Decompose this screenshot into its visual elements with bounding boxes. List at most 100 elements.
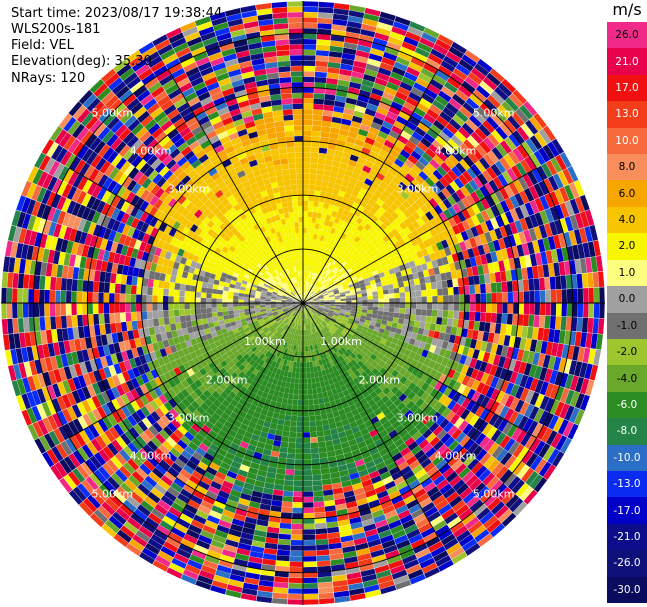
velocity-gate xyxy=(281,335,286,342)
velocity-gate xyxy=(316,544,329,551)
velocity-gate xyxy=(265,304,271,307)
velocity-gate xyxy=(319,235,325,242)
velocity-gate xyxy=(172,376,181,386)
velocity-gate xyxy=(334,363,341,371)
velocity-gate xyxy=(262,326,269,332)
velocity-gate xyxy=(430,48,446,60)
velocity-gate xyxy=(87,411,98,425)
velocity-gate xyxy=(234,316,241,322)
velocity-gate xyxy=(347,467,358,475)
velocity-gate xyxy=(356,100,368,108)
velocity-gate xyxy=(540,251,548,265)
velocity-gate xyxy=(444,247,452,257)
velocity-gate xyxy=(372,350,380,357)
velocity-gate xyxy=(378,294,384,299)
velocity-gate xyxy=(397,402,406,411)
velocity-gate xyxy=(243,381,251,389)
velocity-gate xyxy=(326,445,335,452)
velocity-gate xyxy=(355,261,362,268)
velocity-gate xyxy=(311,309,316,314)
velocity-gate xyxy=(167,486,180,498)
velocity-gate xyxy=(279,522,292,529)
velocity-gate xyxy=(435,180,446,191)
velocity-gate xyxy=(329,304,336,307)
velocity-gate xyxy=(325,510,337,518)
velocity-gate xyxy=(235,415,245,423)
velocity-gate xyxy=(197,324,204,331)
velocity-gate xyxy=(265,438,274,446)
velocity-gate xyxy=(306,233,311,239)
velocity-gate xyxy=(386,81,400,91)
velocity-gate xyxy=(343,316,350,321)
velocity-gate xyxy=(345,500,358,509)
velocity-gate xyxy=(111,398,121,411)
velocity-gate xyxy=(102,462,115,476)
velocity-gate xyxy=(61,328,69,341)
velocity-gate xyxy=(373,190,382,199)
velocity-gate xyxy=(375,198,385,207)
velocity-gate xyxy=(402,125,415,136)
velocity-gate xyxy=(358,469,369,478)
velocity-gate xyxy=(364,360,372,368)
velocity-gate xyxy=(27,424,39,440)
velocity-gate xyxy=(286,319,291,325)
velocity-gate xyxy=(232,407,241,415)
velocity-gate xyxy=(113,533,129,548)
velocity-gate xyxy=(312,296,319,300)
velocity-gate xyxy=(482,423,493,436)
velocity-gate xyxy=(585,379,595,396)
velocity-gate xyxy=(119,465,132,479)
velocity-gate xyxy=(410,56,425,68)
velocity-gate xyxy=(442,366,451,377)
velocity-gate xyxy=(456,529,471,543)
velocity-gate xyxy=(458,126,471,139)
velocity-gate xyxy=(557,170,569,187)
velocity-gate xyxy=(303,399,309,406)
velocity-gate xyxy=(461,208,471,220)
velocity-gate xyxy=(559,218,569,233)
velocity-gate xyxy=(550,249,559,263)
velocity-gate xyxy=(308,301,314,303)
velocity-gate xyxy=(425,282,432,290)
velocity-gate xyxy=(361,261,369,268)
velocity-gate xyxy=(312,261,317,268)
velocity-gate xyxy=(255,357,262,364)
velocity-gate xyxy=(203,559,218,570)
velocity-gate xyxy=(284,318,289,323)
velocity-gate xyxy=(353,236,361,243)
velocity-gate xyxy=(22,377,32,393)
velocity-gate xyxy=(340,252,347,259)
velocity-gate xyxy=(469,358,478,369)
velocity-gate xyxy=(382,363,391,371)
velocity-gate xyxy=(569,214,579,230)
velocity-gate xyxy=(197,575,213,585)
velocity-gate xyxy=(263,421,271,428)
velocity-gate xyxy=(309,277,313,283)
velocity-gate xyxy=(289,566,303,573)
velocity-gate xyxy=(307,312,311,318)
velocity-gate xyxy=(260,498,272,506)
velocity-gate xyxy=(110,353,119,365)
velocity-gate xyxy=(266,471,276,479)
velocity-gate xyxy=(233,340,240,347)
velocity-gate xyxy=(441,256,449,266)
velocity-gate xyxy=(314,287,319,293)
velocity-gate xyxy=(96,393,106,406)
velocity-gate xyxy=(335,95,347,103)
velocity-gate xyxy=(276,345,281,351)
velocity-gate xyxy=(374,210,383,219)
velocity-gate xyxy=(451,428,463,440)
velocity-gate xyxy=(77,314,84,327)
velocity-gate xyxy=(231,357,239,365)
velocity-gate xyxy=(359,350,366,357)
velocity-gate xyxy=(308,304,314,306)
velocity-gate xyxy=(429,104,442,116)
velocity-gate xyxy=(413,488,427,499)
velocity-gate xyxy=(352,249,359,256)
velocity-gate xyxy=(195,509,209,520)
velocity-gate xyxy=(334,255,341,261)
velocity-gate xyxy=(464,411,475,424)
velocity-gate xyxy=(484,231,493,243)
velocity-gate xyxy=(288,315,293,320)
velocity-gate xyxy=(356,497,368,506)
